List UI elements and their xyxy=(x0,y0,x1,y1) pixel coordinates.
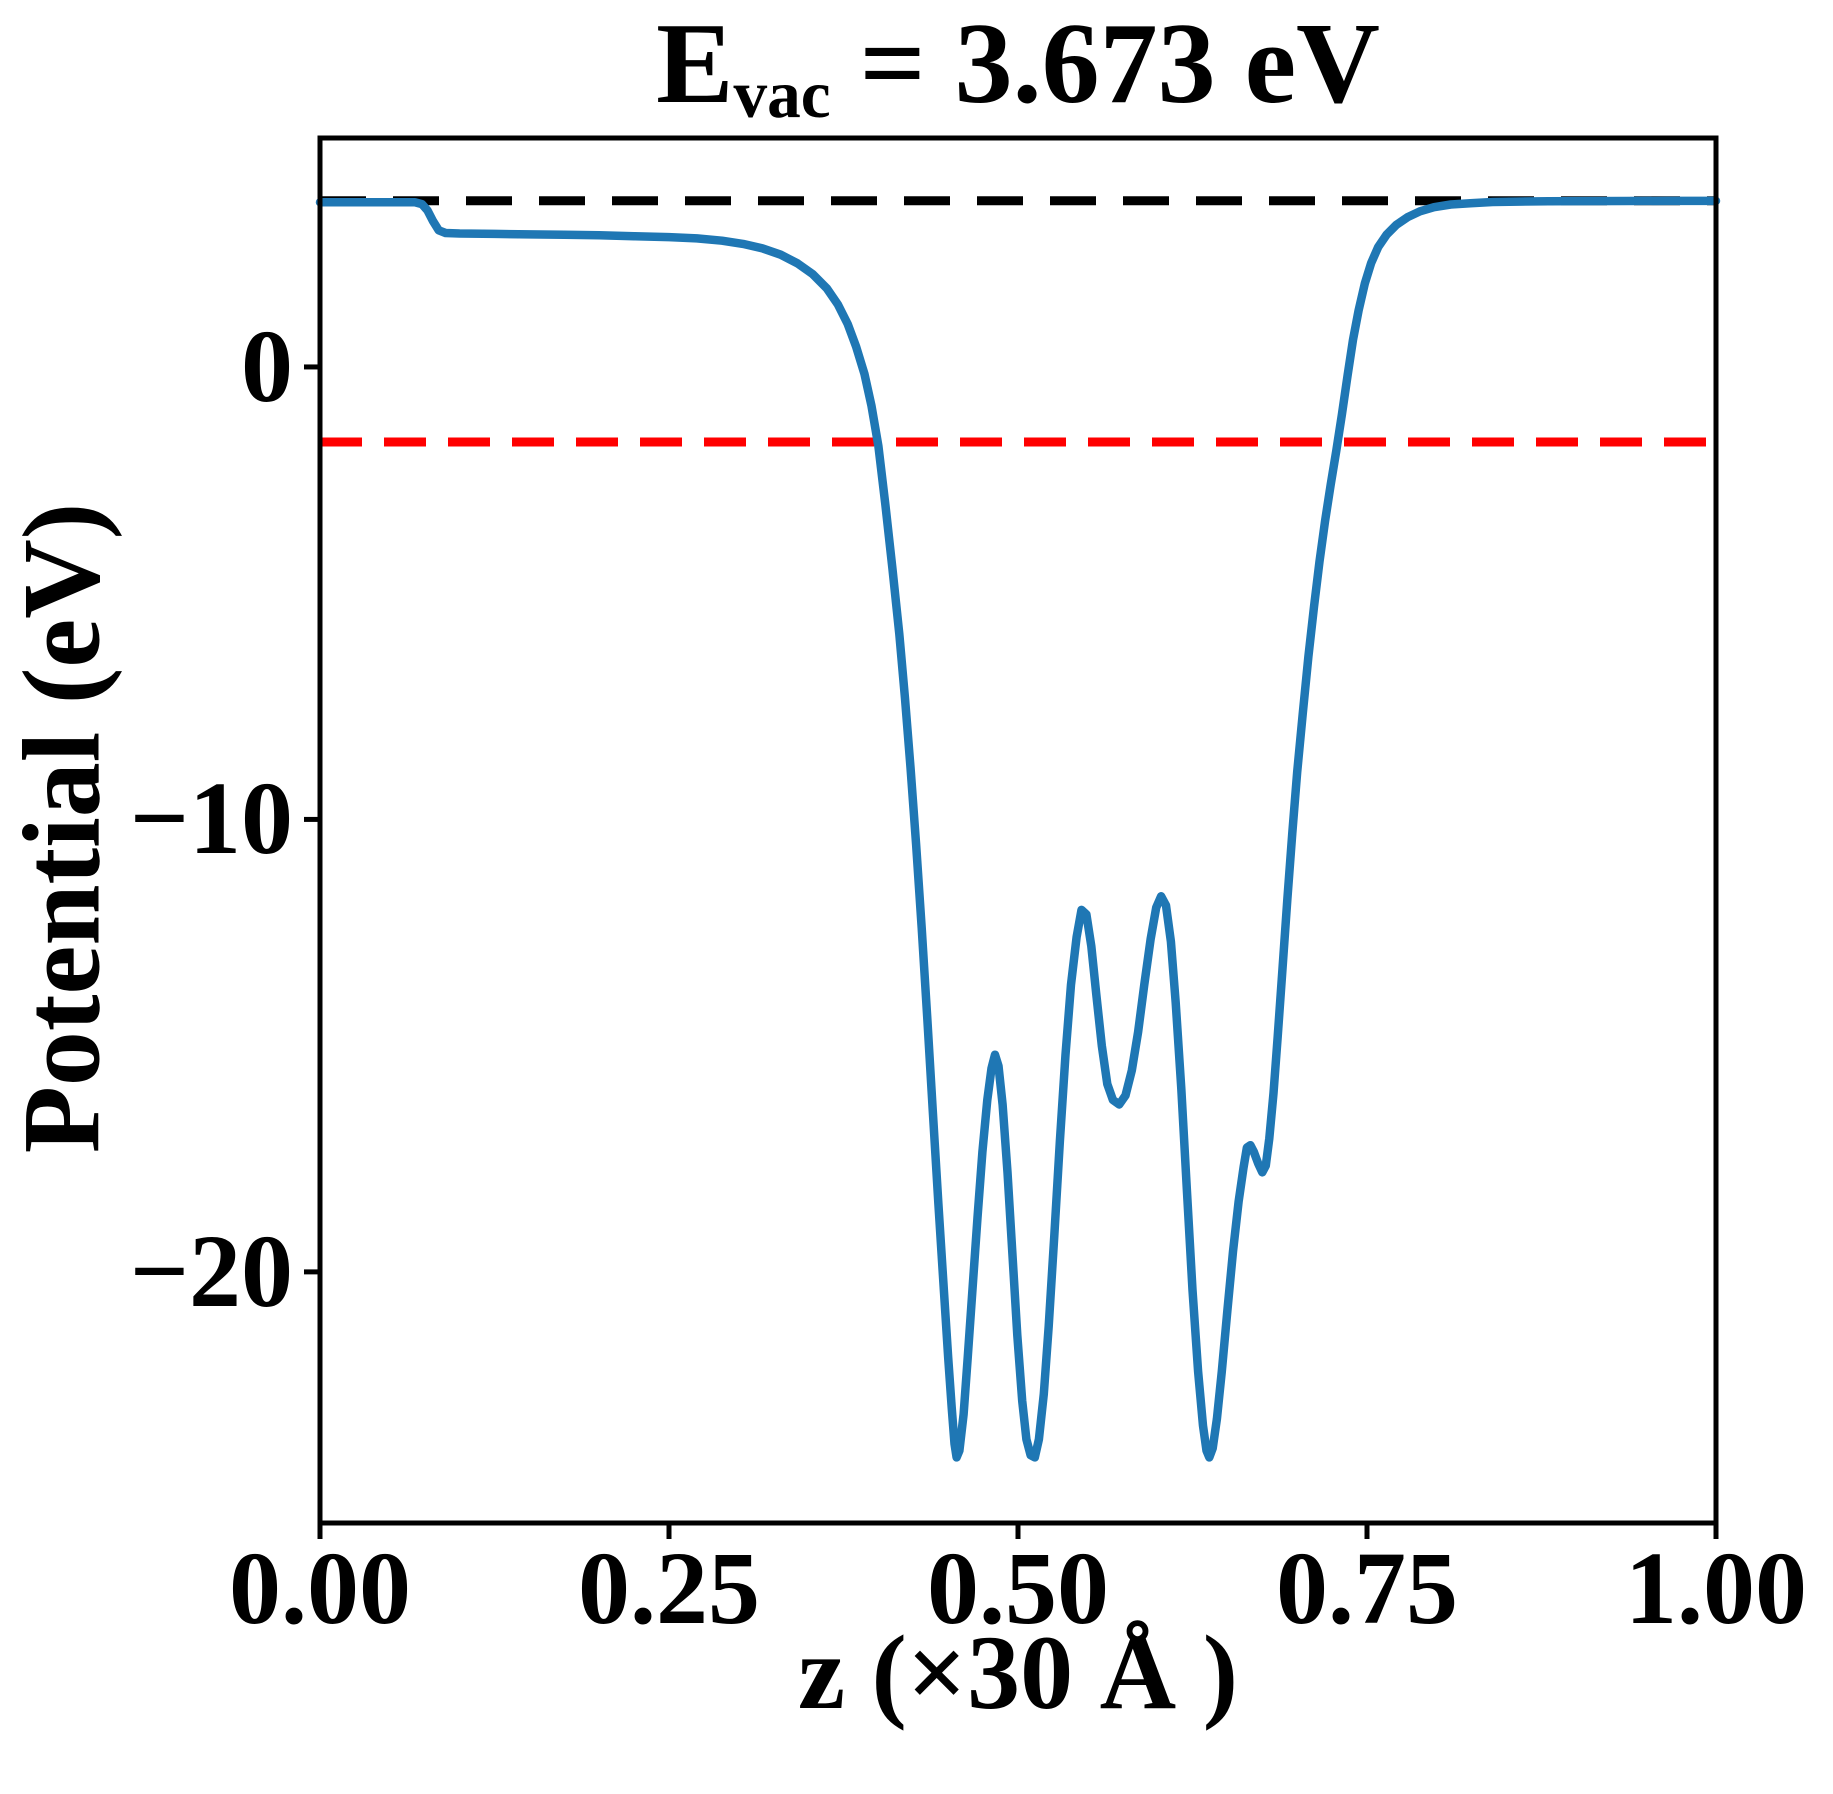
x-tick-label: 0.25 xyxy=(578,1531,760,1646)
title-subscript: vac xyxy=(733,56,831,132)
x-tick-label: 1.00 xyxy=(1625,1531,1807,1646)
planar-averaged-potential-curve xyxy=(315,196,1721,1462)
x-axis-label: z (×30 Å ) xyxy=(797,1614,1239,1731)
y-tick-label: 0 xyxy=(241,308,293,424)
x-tick-label: 0.75 xyxy=(1276,1531,1458,1646)
chart-title: Evac = 3.673 eV xyxy=(320,3,1716,128)
x-tick-label: 0.00 xyxy=(229,1531,411,1646)
title-symbol: E xyxy=(656,0,734,128)
y-tick-label: −20 xyxy=(129,1213,293,1329)
y-tick-label: −10 xyxy=(129,761,293,877)
x-tick-label: 0.50 xyxy=(927,1531,1109,1646)
title-value: = 3.673 eV xyxy=(830,0,1380,128)
